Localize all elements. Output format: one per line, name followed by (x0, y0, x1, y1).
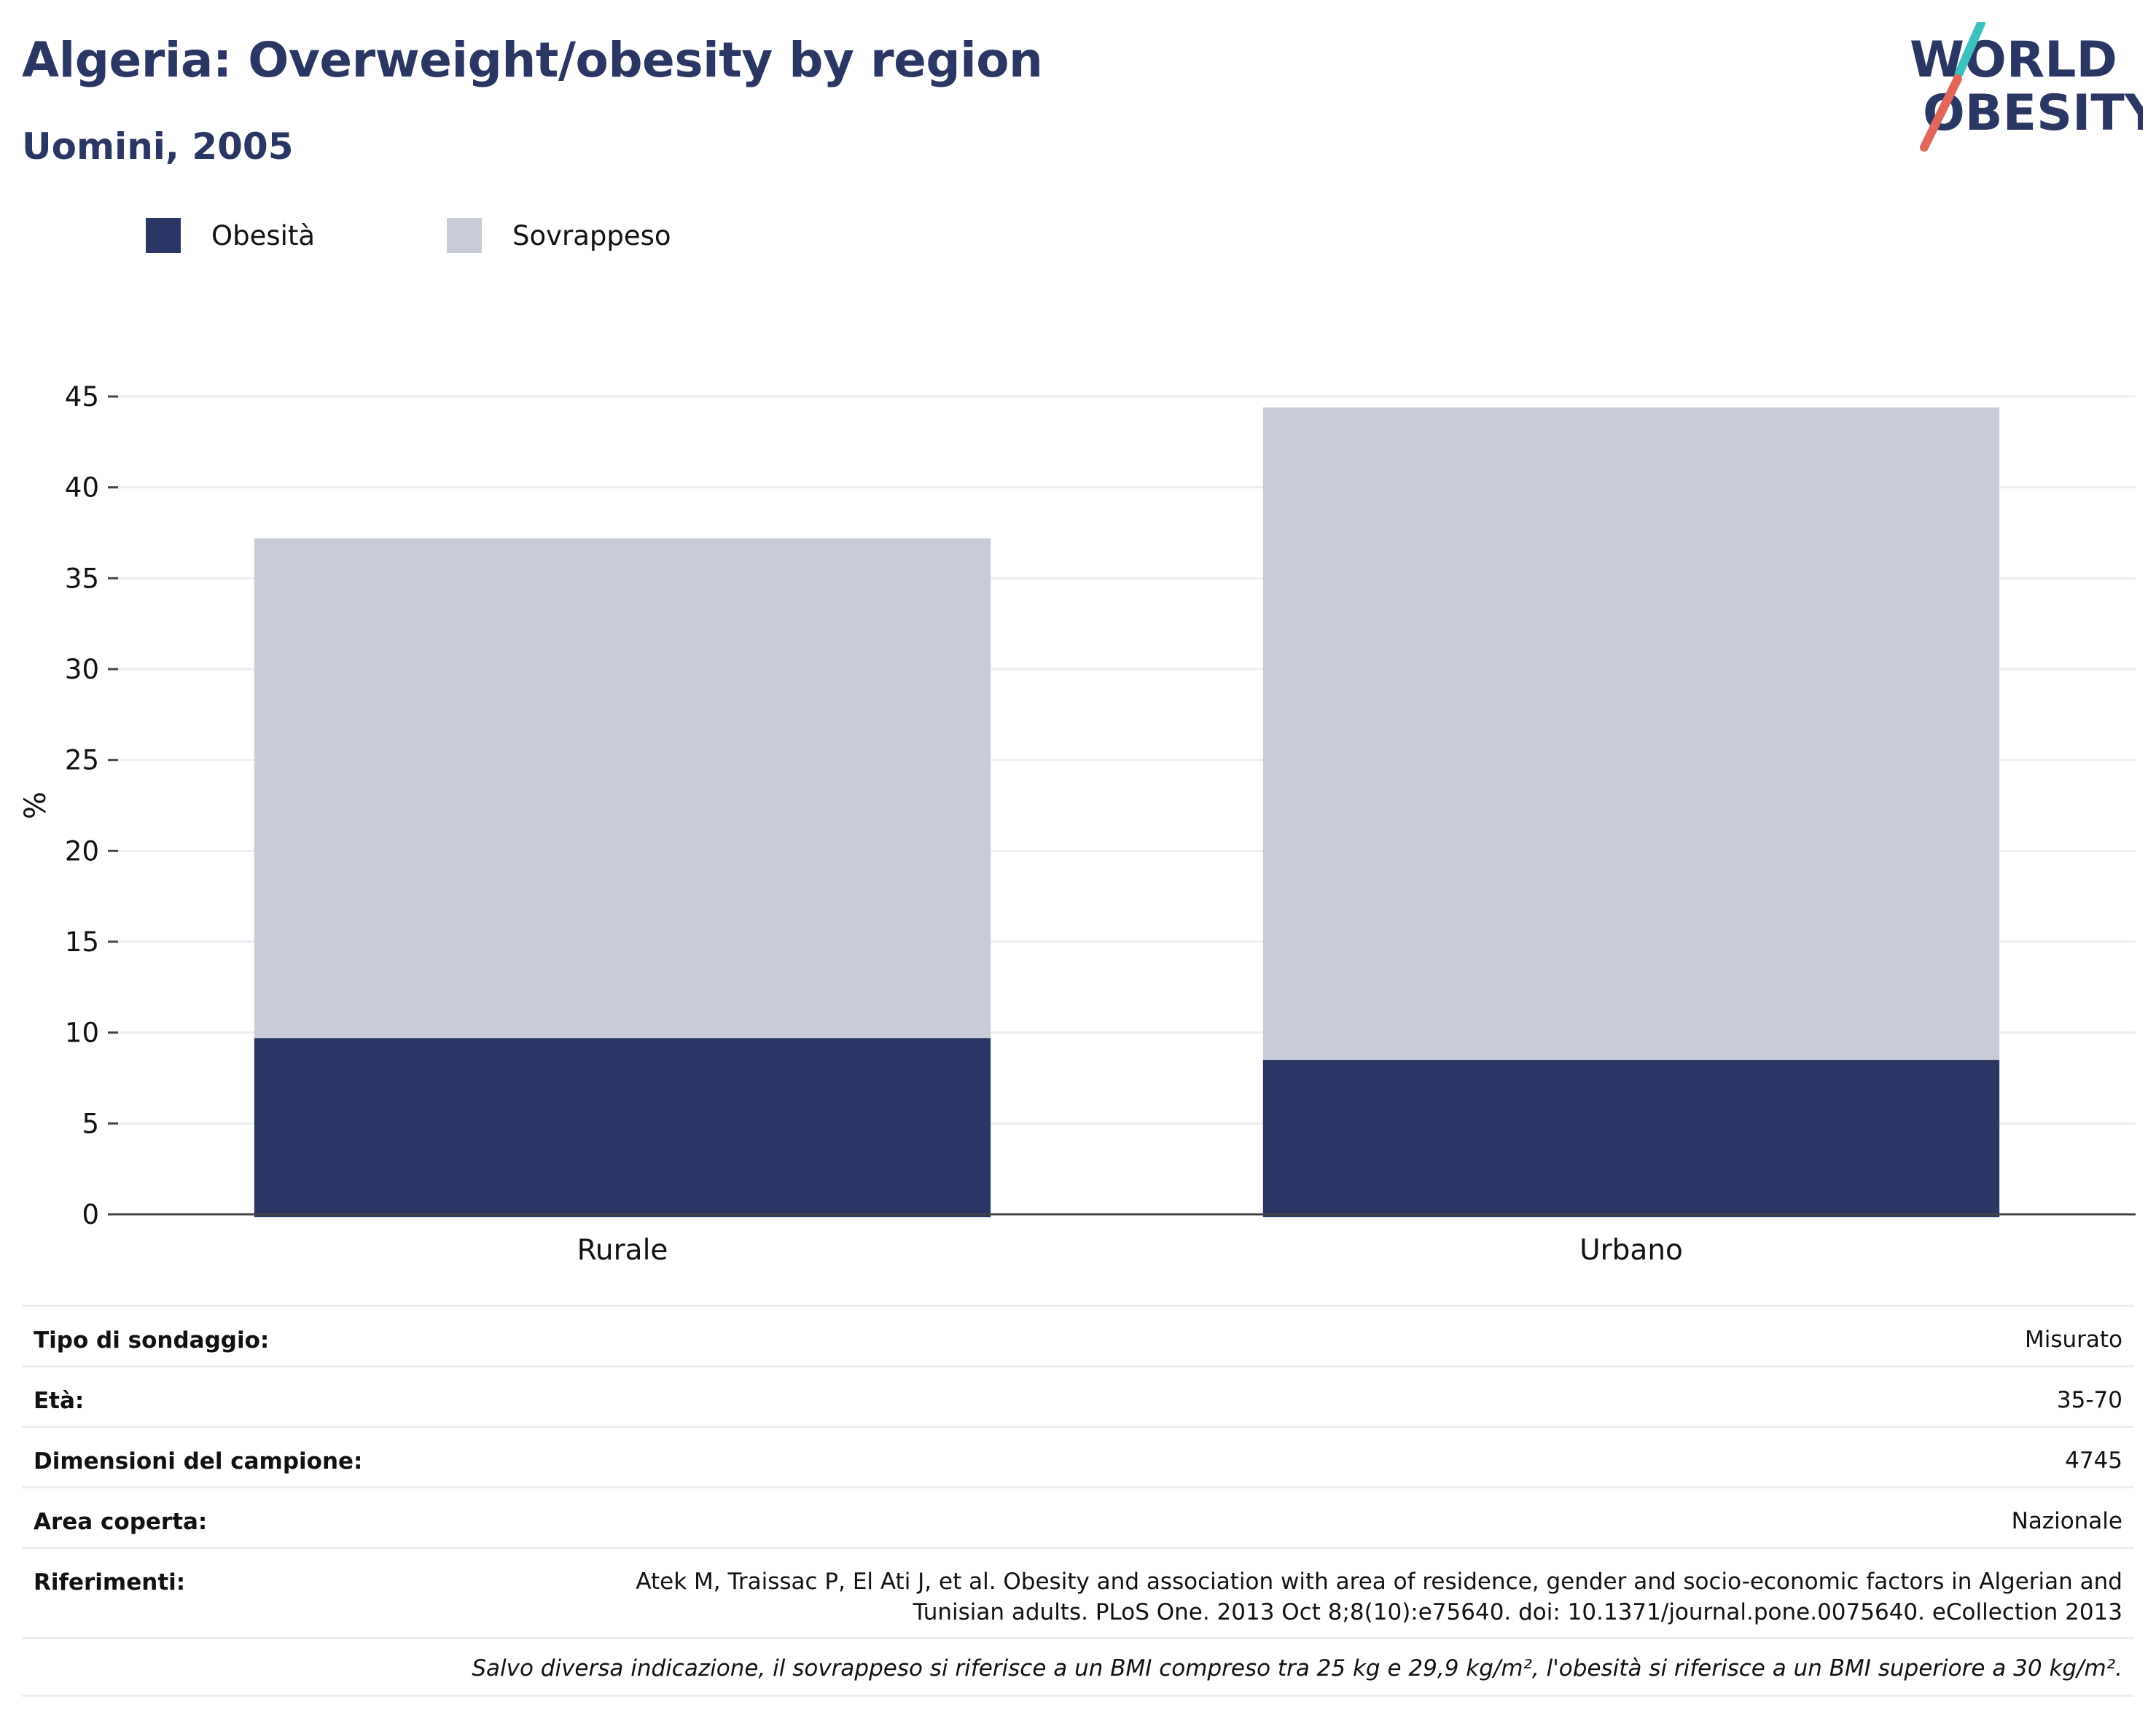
bar-urbano-obesity[interactable] (1262, 1060, 2000, 1217)
y-tick-label: 25 (65, 745, 99, 776)
y-tick-label: 15 (65, 926, 99, 958)
detail-value: 35-70 (2056, 1387, 2122, 1413)
detail-value: Misurato (2024, 1327, 2122, 1353)
reference-line-2: Tunisian adults. PLoS One. 2013 Oct 8;8(… (913, 1599, 2122, 1625)
world-obesity-logo: WORLD OBESITY (1902, 19, 2156, 153)
detail-value: 4745 (2065, 1448, 2122, 1474)
logo-teal-slash (1955, 19, 1985, 77)
detail-label: Area coperta: (34, 1509, 208, 1535)
x-tick-label: Rurale (577, 1234, 668, 1267)
detail-row-sample-size: Dimensioni del campione: 4745 (22, 1426, 2134, 1486)
bmi-definition-note: Salvo diversa indicazione, il sovrappeso… (22, 1637, 2134, 1697)
reference-line-1: Atek M, Traissac P, El Ati J, et al. Obe… (636, 1569, 2122, 1595)
bars (254, 407, 2000, 1217)
chart-legend: Obesità Sovrappeso (0, 217, 875, 254)
y-tick-label: 5 (82, 1108, 99, 1139)
x-axis-ticks: Rurale Urbano (577, 1234, 1683, 1267)
y-axis-label: % (19, 792, 52, 819)
legend-swatch-overweight (447, 218, 482, 253)
detail-value: Nazionale (2011, 1508, 2122, 1534)
logo-line1: WORLD (1910, 31, 2117, 89)
chart-subtitle: Uomini, 2005 (22, 125, 294, 168)
detail-label: Dimensioni del campione: (34, 1448, 363, 1475)
bar-rurale-obesity[interactable] (254, 1038, 991, 1217)
detail-label: Tipo di sondaggio: (34, 1327, 270, 1354)
legend-item-obesity[interactable]: Obesità (146, 217, 315, 254)
y-tick-label: 45 (65, 381, 99, 413)
logo-line2: OBESITY (1923, 85, 2143, 142)
survey-details: Tipo di sondaggio: Misurato Età: 35-70 D… (22, 1305, 2134, 1697)
detail-label: Età: (34, 1388, 85, 1414)
y-tick-label: 40 (65, 472, 99, 504)
legend-item-overweight[interactable]: Sovrappeso (447, 217, 671, 254)
legend-swatch-obesity (146, 218, 181, 253)
world-obesity-logo-graphic: WORLD OBESITY (1910, 19, 2156, 152)
x-tick-label: Urbano (1579, 1234, 1683, 1267)
detail-row-age: Età: 35-70 (22, 1365, 2134, 1426)
y-tick-label: 35 (65, 563, 99, 594)
logo-coral-slash (1920, 74, 1962, 152)
y-tick-label: 0 (82, 1199, 99, 1230)
legend-label-overweight: Sovrappeso (512, 219, 671, 251)
bar-rurale-overweight[interactable] (254, 538, 991, 1039)
chart-title: Algeria: Overweight/obesity by region (22, 32, 1043, 88)
y-tick-label: 10 (65, 1018, 99, 1049)
legend-label-obesity: Obesità (211, 219, 316, 251)
y-tick-label: 30 (65, 654, 99, 685)
grid-lines (118, 395, 2136, 1125)
y-axis-ticks: 0 5 10 15 20 25 30 35 40 45 (65, 381, 118, 1230)
detail-row-survey-type: Tipo di sondaggio: Misurato (22, 1305, 2134, 1365)
detail-row-area-covered: Area coperta: Nazionale (22, 1486, 2134, 1547)
detail-label: Riferimenti: (34, 1569, 186, 1596)
bar-urbano-overweight[interactable] (1262, 407, 2000, 1061)
detail-row-references: Riferimenti: Atek M, Traissac P, El Ati … (22, 1547, 2134, 1637)
detail-value-reference: Atek M, Traissac P, El Ati J, et al. Obe… (636, 1566, 2122, 1628)
y-tick-label: 20 (65, 835, 99, 867)
